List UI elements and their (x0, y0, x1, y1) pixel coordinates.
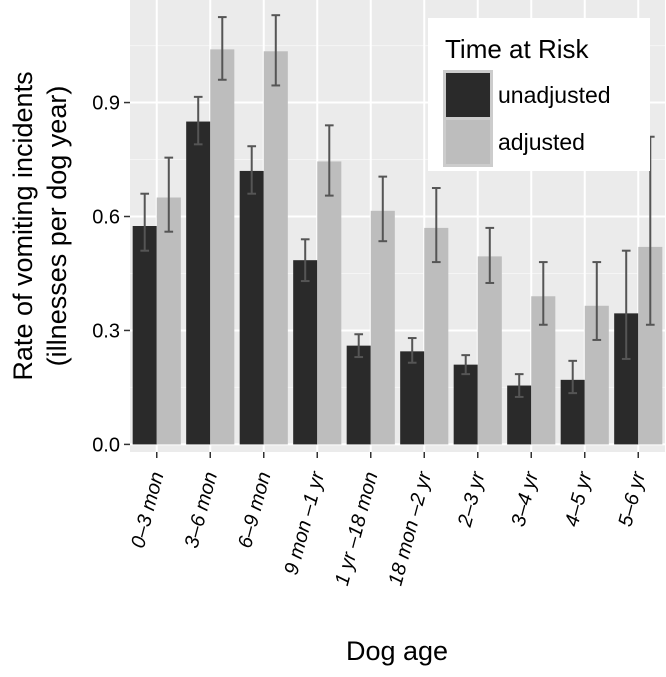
bar-adjusted-4 (370, 210, 395, 445)
x-tick-label: 9 mon –1 yr (280, 468, 329, 577)
bar-unadjusted-0 (132, 226, 157, 445)
bar-adjusted-2 (263, 51, 288, 445)
bar-adjusted-0 (156, 197, 181, 445)
legend: Time at Risk unadjusted adjusted (428, 18, 650, 171)
bar-adjusted-3 (317, 161, 342, 445)
x-tick-label: 0–3 mon (127, 470, 168, 551)
bar-unadjusted-5 (400, 351, 425, 445)
x-tick-label: 3–6 mon (181, 470, 222, 551)
bar-unadjusted-2 (239, 170, 264, 445)
y-axis-title-line1: Rate of vomiting incidents (8, 71, 38, 380)
bar-unadjusted-1 (186, 121, 211, 445)
x-tick-label: 5–6 yr (614, 468, 650, 529)
legend-label-adjusted: adjusted (498, 129, 585, 155)
x-axis: 0–3 mon 3–6 mon 6–9 mon 9 mon –1 yr 1 yr –18… (127, 452, 650, 588)
y-tick-label: 0.9 (92, 93, 120, 115)
x-tick-label: 18 mon –2 yr (385, 468, 437, 588)
legend-key-adjusted (446, 120, 490, 164)
bar-layer (132, 49, 663, 445)
y-tick-label: 0.0 (92, 434, 120, 456)
y-axis-title-line2: (illnesses per dog year) (42, 86, 72, 367)
y-tick-label: 0.3 (92, 320, 120, 342)
errorbar-layer (140, 14, 655, 398)
x-tick-label: 2–3 yr (454, 468, 490, 530)
legend-key-unadjusted (446, 73, 490, 117)
x-tick-label: 4–5 yr (561, 468, 597, 529)
legend-title: Time at Risk (445, 34, 589, 64)
x-tick-label: 1 yr –18 mon (331, 470, 382, 588)
bar-adjusted-1 (210, 49, 235, 445)
x-axis-title: Dog age (346, 636, 448, 666)
y-tick-label: 0.6 (92, 207, 120, 229)
bar-adjusted-6 (477, 256, 502, 445)
y-axis: 0.0 0.3 0.6 0.9 (92, 93, 130, 456)
bar-unadjusted-6 (453, 364, 478, 445)
x-tick-label: 6–9 mon (234, 470, 275, 551)
bar-unadjusted-3 (293, 260, 318, 445)
legend-label-unadjusted: unadjusted (498, 82, 611, 108)
bar-unadjusted-4 (346, 345, 371, 445)
bar-adjusted-5 (424, 227, 449, 445)
x-tick-label: 3–4 yr (507, 468, 543, 529)
